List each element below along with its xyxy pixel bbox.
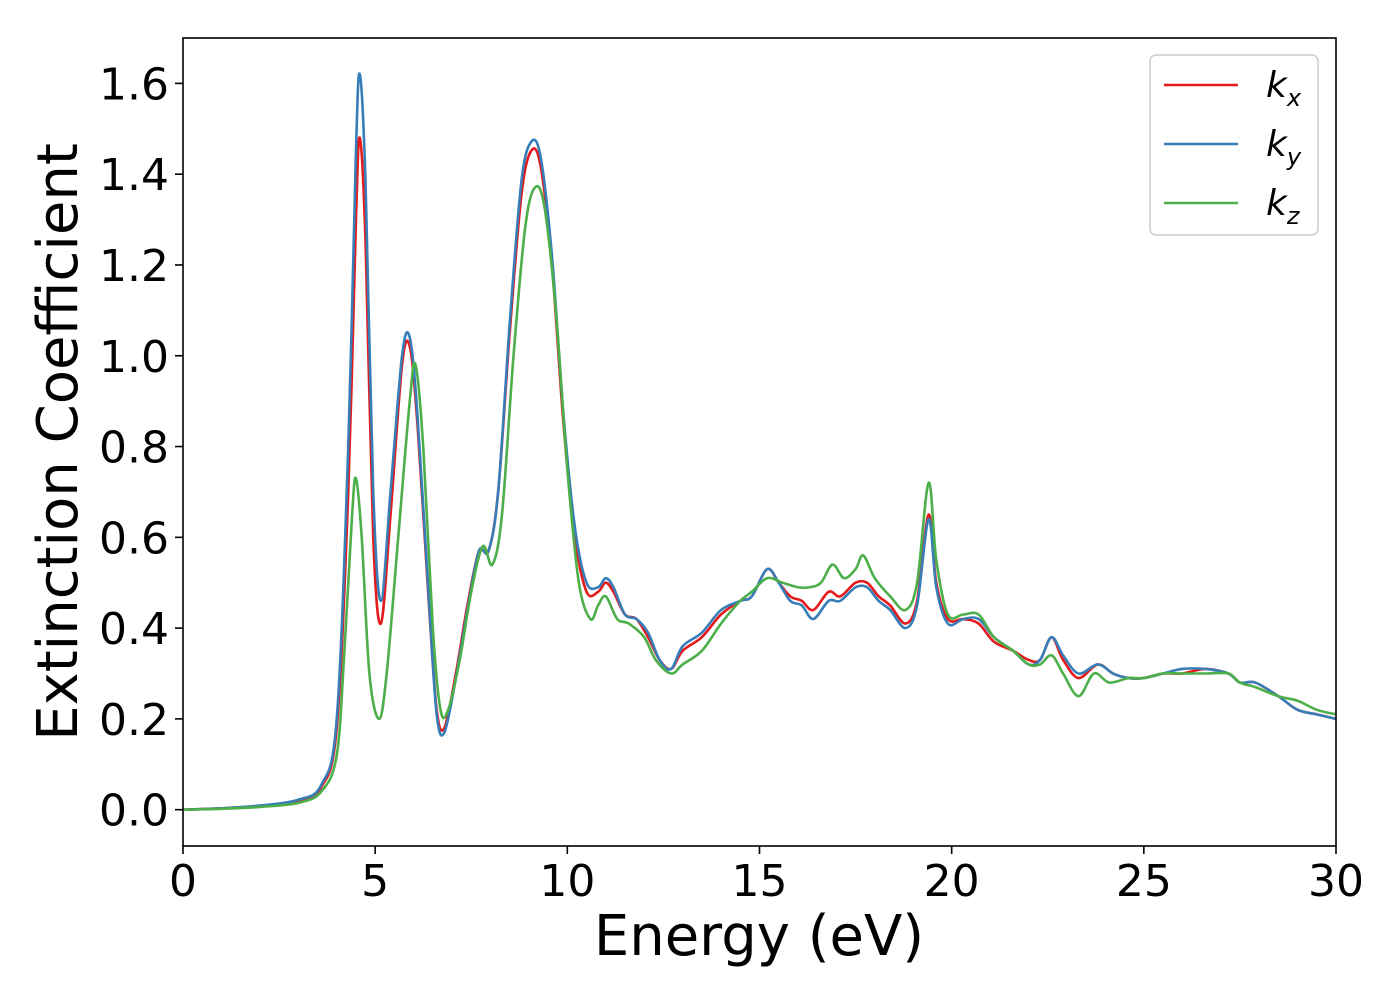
y-tick-label: 0.8 bbox=[99, 423, 169, 474]
legend-label-x: kx bbox=[1266, 65, 1302, 112]
y-tick-label: 1.2 bbox=[99, 241, 169, 292]
x-tick-label: 25 bbox=[1116, 856, 1172, 907]
legend-label-z: kz bbox=[1266, 183, 1301, 230]
x-tick-label: 15 bbox=[732, 856, 788, 907]
x-tick-label: 10 bbox=[539, 856, 595, 907]
y-tick-label: 0.6 bbox=[99, 513, 169, 564]
x-tick-label: 20 bbox=[924, 856, 980, 907]
legend-label-y: ky bbox=[1266, 124, 1302, 171]
y-tick-label: 1.4 bbox=[99, 150, 169, 201]
x-axis: 0 5 10 15 20 25 30 bbox=[169, 846, 1364, 907]
y-axis: 0.0 0.2 0.4 0.6 0.8 1.0 1.2 1.4 1.6 bbox=[99, 59, 183, 837]
y-tick-label: 0.4 bbox=[99, 604, 169, 655]
legend: kx ky kz bbox=[1149, 54, 1319, 236]
y-axis-title: Extinction Coefficient bbox=[26, 143, 91, 741]
y-tick-label: 0.0 bbox=[99, 786, 169, 837]
series-line-z bbox=[183, 184, 1336, 811]
y-tick-label: 0.2 bbox=[99, 695, 169, 746]
y-tick-label: 1.6 bbox=[99, 59, 169, 110]
x-tick-label: 0 bbox=[169, 856, 197, 907]
x-axis-title: Energy (eV) bbox=[594, 904, 924, 969]
series-layer bbox=[183, 72, 1336, 811]
x-tick-label: 30 bbox=[1308, 856, 1364, 907]
series-line-y bbox=[183, 72, 1336, 811]
x-tick-label: 5 bbox=[361, 856, 389, 907]
y-tick-label: 1.0 bbox=[99, 332, 169, 383]
